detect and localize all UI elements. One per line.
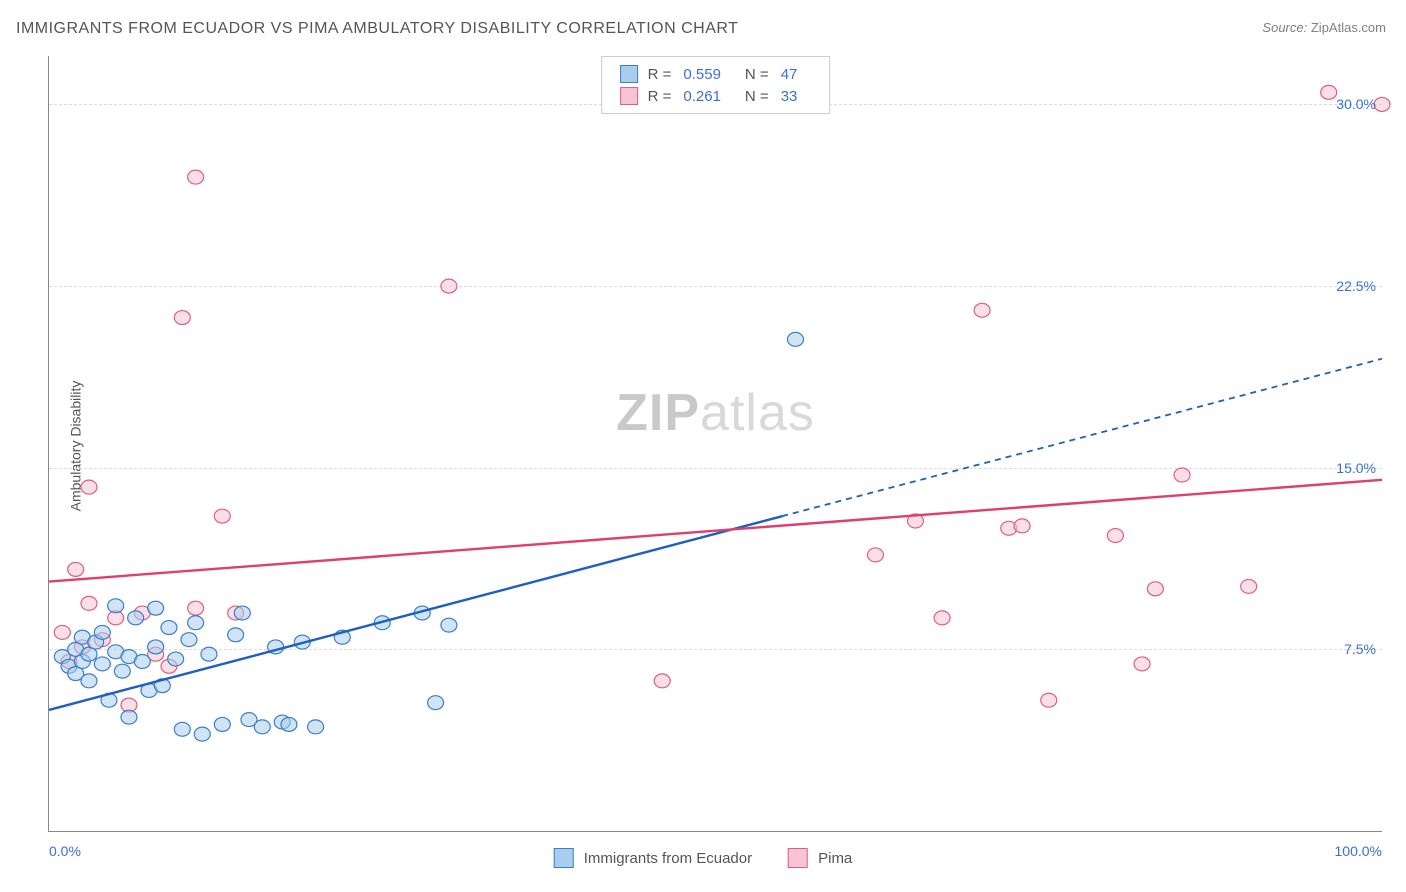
scatter-point <box>54 625 70 639</box>
scatter-point <box>214 717 230 731</box>
scatter-point <box>214 509 230 523</box>
y-tick-label: 7.5% <box>1344 641 1376 657</box>
y-tick-label: 22.5% <box>1336 278 1376 294</box>
scatter-point <box>787 332 803 346</box>
scatter-point <box>934 611 950 625</box>
scatter-point <box>1374 97 1390 111</box>
scatter-point <box>1147 582 1163 596</box>
scatter-point <box>121 710 137 724</box>
scatter-point <box>1241 579 1257 593</box>
scatter-point <box>94 625 110 639</box>
scatter-point <box>181 633 197 647</box>
scatter-point <box>441 618 457 632</box>
scatter-point <box>188 601 204 615</box>
scatter-point <box>654 674 670 688</box>
legend-label: Immigrants from Ecuador <box>584 850 752 867</box>
scatter-point <box>161 621 177 635</box>
x-tick-max: 100.0% <box>1335 843 1382 859</box>
scatter-point <box>128 611 144 625</box>
scatter-point <box>441 279 457 293</box>
legend-swatch <box>554 848 574 868</box>
scatter-point <box>1134 657 1150 671</box>
scatter-point <box>168 652 184 666</box>
scatter-point <box>228 628 244 642</box>
legend-item: Immigrants from Ecuador <box>554 848 752 868</box>
scatter-point <box>308 720 324 734</box>
scatter-point <box>234 606 250 620</box>
chart-container: IMMIGRANTS FROM ECUADOR VS PIMA AMBULATO… <box>0 0 1406 892</box>
y-tick-label: 15.0% <box>1336 460 1376 476</box>
source-value: ZipAtlas.com <box>1311 20 1386 35</box>
scatter-point <box>134 654 150 668</box>
scatter-point <box>174 722 190 736</box>
legend-label: Pima <box>818 850 852 867</box>
scatter-point <box>254 720 270 734</box>
legend-item: Pima <box>788 848 852 868</box>
scatter-point <box>428 696 444 710</box>
scatter-point <box>94 657 110 671</box>
trend-line-extrapolated <box>782 359 1382 516</box>
scatter-point <box>148 640 164 654</box>
scatter-point <box>281 717 297 731</box>
legend-swatch <box>788 848 808 868</box>
scatter-point <box>188 616 204 630</box>
scatter-point <box>108 599 124 613</box>
y-tick-label: 30.0% <box>1336 96 1376 112</box>
scatter-point <box>974 303 990 317</box>
scatter-point <box>867 548 883 562</box>
scatter-point <box>194 727 210 741</box>
scatter-point <box>174 311 190 325</box>
scatter-point <box>81 674 97 688</box>
scatter-point <box>114 664 130 678</box>
scatter-point <box>81 596 97 610</box>
scatter-point <box>201 647 217 661</box>
scatter-plot-svg <box>49 56 1382 831</box>
source-attribution: Source: ZipAtlas.com <box>1262 20 1386 35</box>
scatter-point <box>81 480 97 494</box>
scatter-point <box>188 170 204 184</box>
trend-line <box>49 480 1382 582</box>
scatter-point <box>1107 529 1123 543</box>
chart-title: IMMIGRANTS FROM ECUADOR VS PIMA AMBULATO… <box>16 20 738 38</box>
x-tick-min: 0.0% <box>49 843 81 859</box>
plot-area: ZIPatlas R =0.559N =47R =0.261N =33 0.0%… <box>48 56 1382 832</box>
bottom-legend: Immigrants from Ecuador Pima <box>554 848 853 868</box>
scatter-point <box>148 601 164 615</box>
scatter-point <box>1321 85 1337 99</box>
scatter-point <box>1014 519 1030 533</box>
source-label: Source: <box>1262 20 1307 35</box>
scatter-point <box>68 562 84 576</box>
scatter-point <box>1174 468 1190 482</box>
scatter-point <box>1041 693 1057 707</box>
